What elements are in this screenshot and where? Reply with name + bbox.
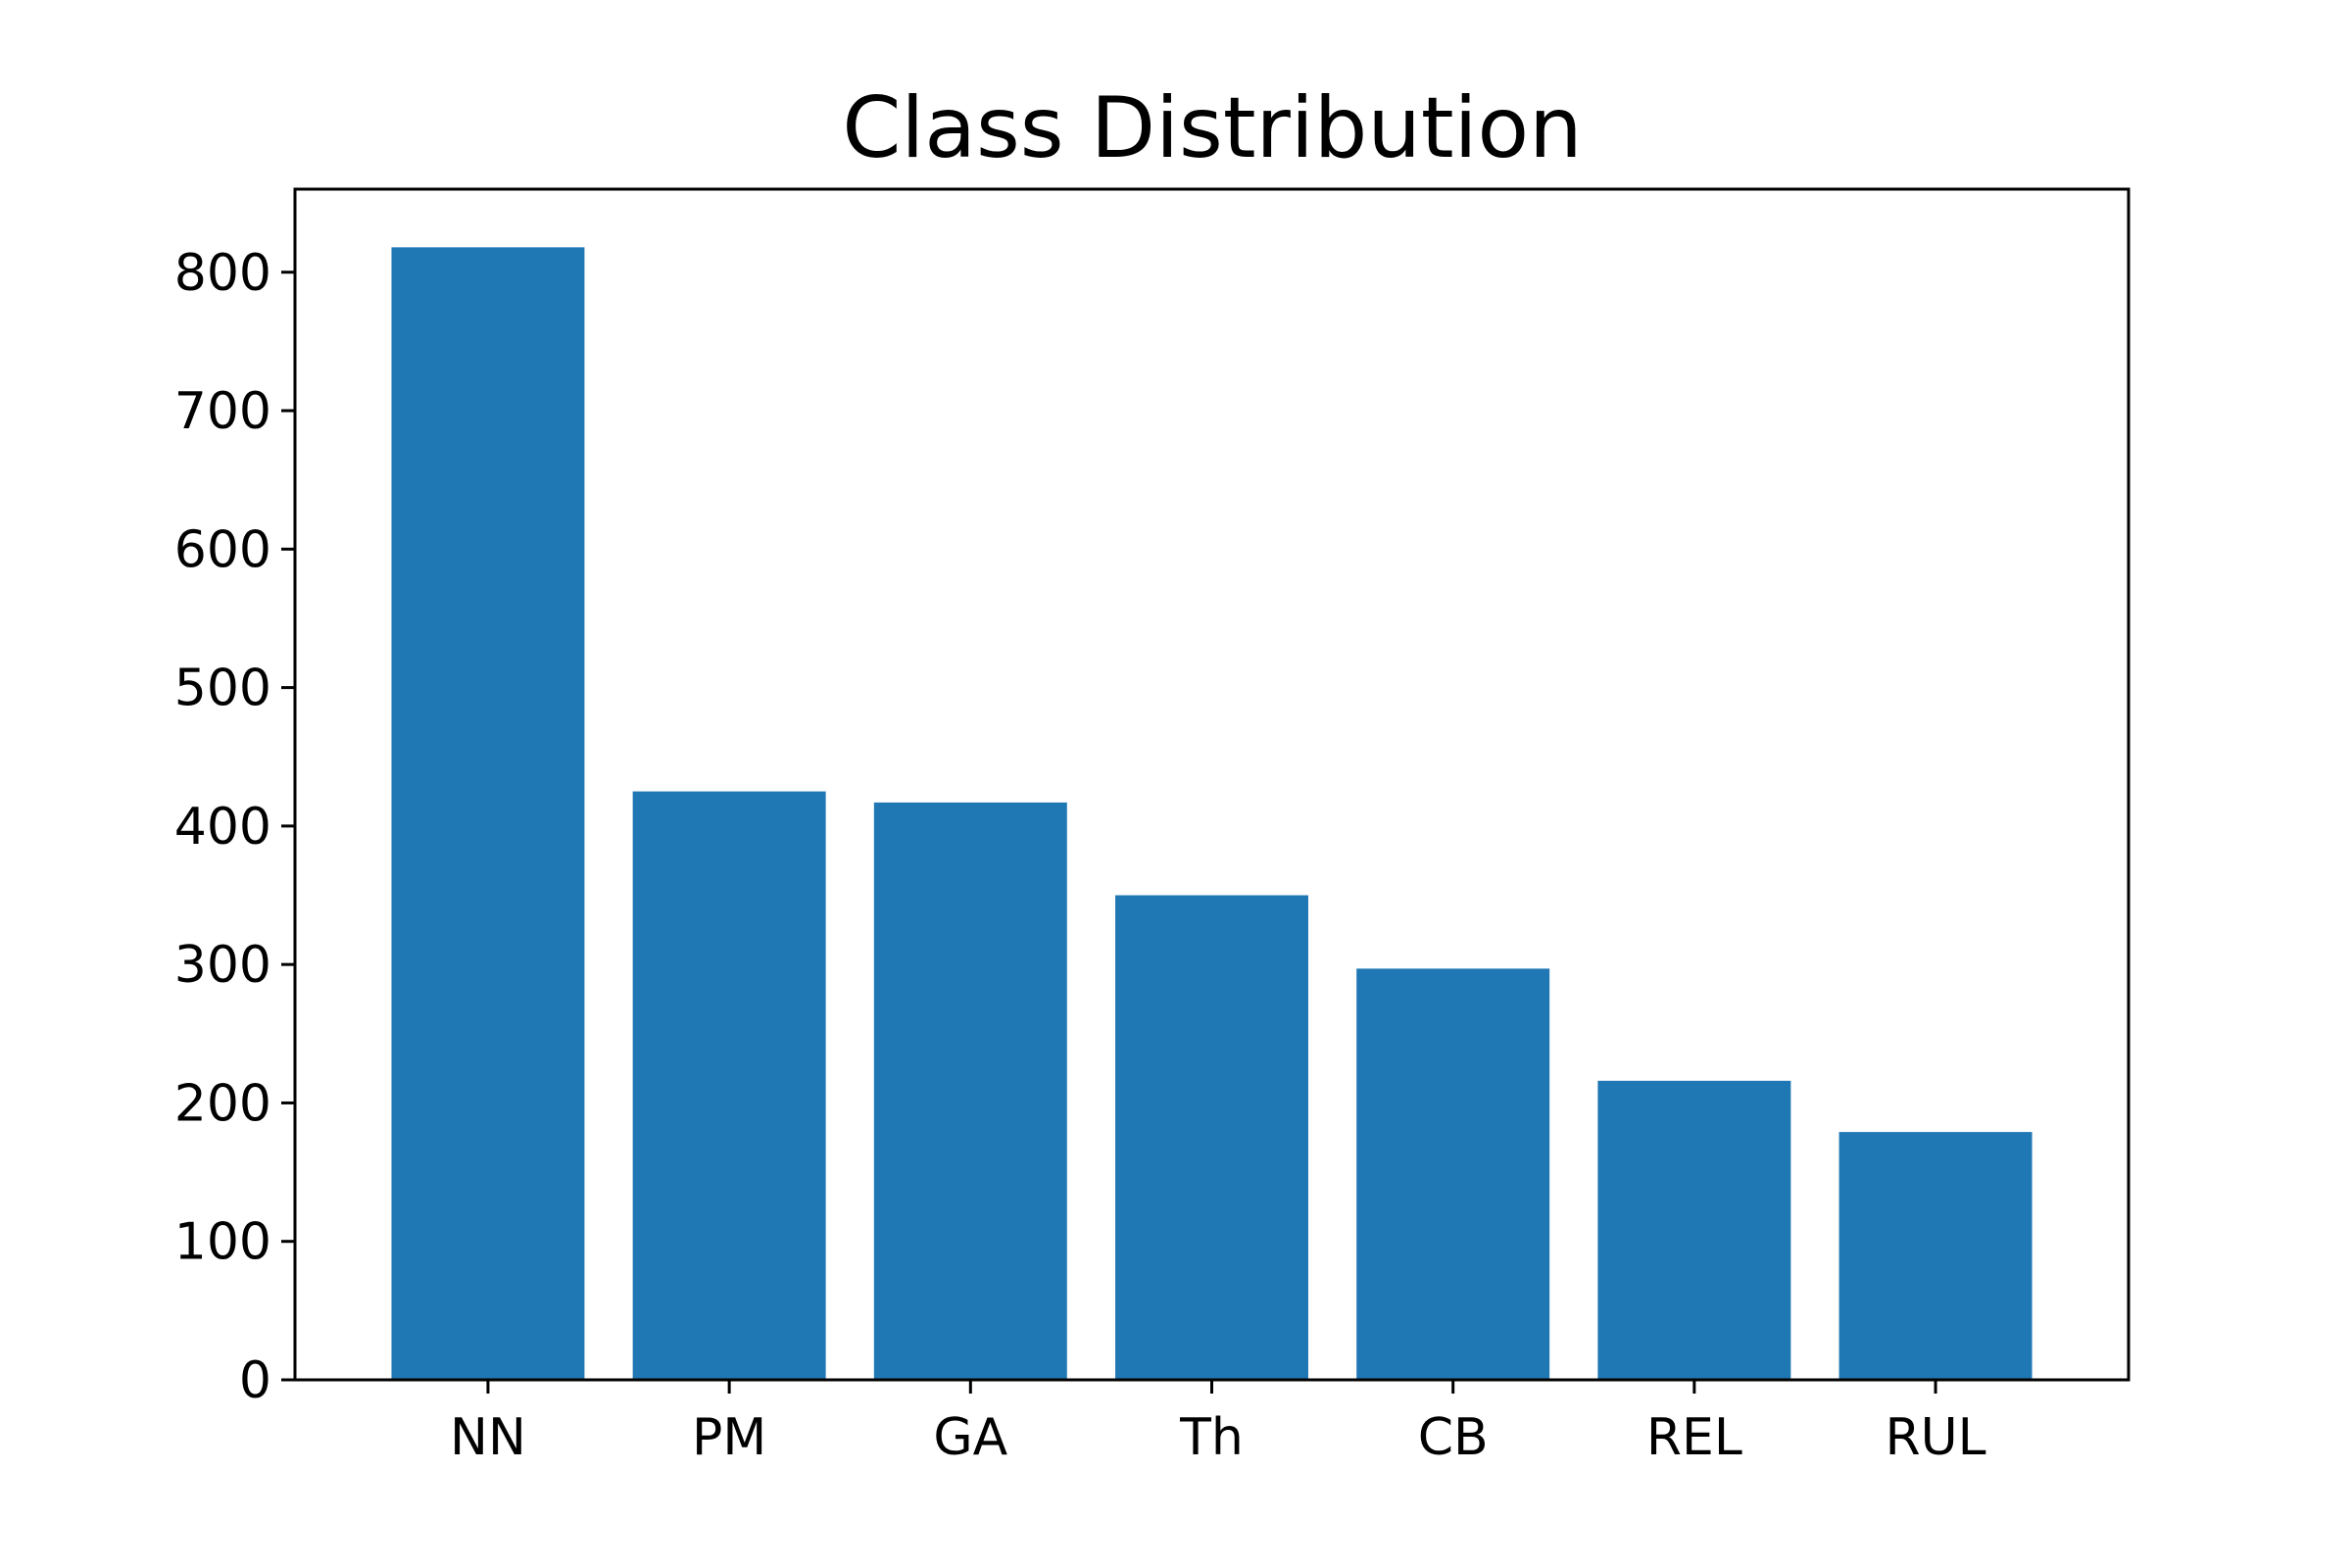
x-tick-label: Th — [1179, 1408, 1244, 1467]
x-tick-label: CB — [1418, 1408, 1489, 1467]
bar-cb — [1356, 968, 1549, 1380]
y-tick-label: 200 — [174, 1074, 271, 1133]
x-axis: NN PM GA Th CB REL RUL — [450, 1380, 1986, 1467]
bar-nn — [391, 247, 584, 1380]
y-tick-label: 500 — [174, 660, 271, 718]
y-tick-label: 600 — [174, 520, 271, 579]
bar-th — [1115, 896, 1308, 1380]
bar-rel — [1597, 1081, 1790, 1380]
y-tick-label: 100 — [174, 1213, 271, 1272]
bar-pm — [633, 792, 826, 1380]
chart-title: Class Distribution — [842, 79, 1582, 177]
bars-group — [391, 247, 2032, 1380]
x-tick-label: GA — [933, 1408, 1007, 1467]
y-tick-label: 800 — [174, 244, 271, 303]
y-axis: 0 100 200 300 400 500 600 700 800 — [174, 244, 295, 1410]
x-tick-label: RUL — [1885, 1408, 1985, 1467]
x-tick-label: NN — [450, 1408, 526, 1467]
x-tick-label: REL — [1646, 1408, 1742, 1467]
x-tick-label: PM — [692, 1408, 766, 1467]
y-tick-label: 400 — [174, 798, 271, 857]
y-tick-label: 0 — [239, 1351, 271, 1410]
bar-rul — [1839, 1132, 2033, 1380]
y-tick-label: 700 — [174, 382, 271, 441]
y-tick-label: 300 — [174, 936, 271, 995]
bar-ga — [874, 803, 1067, 1380]
